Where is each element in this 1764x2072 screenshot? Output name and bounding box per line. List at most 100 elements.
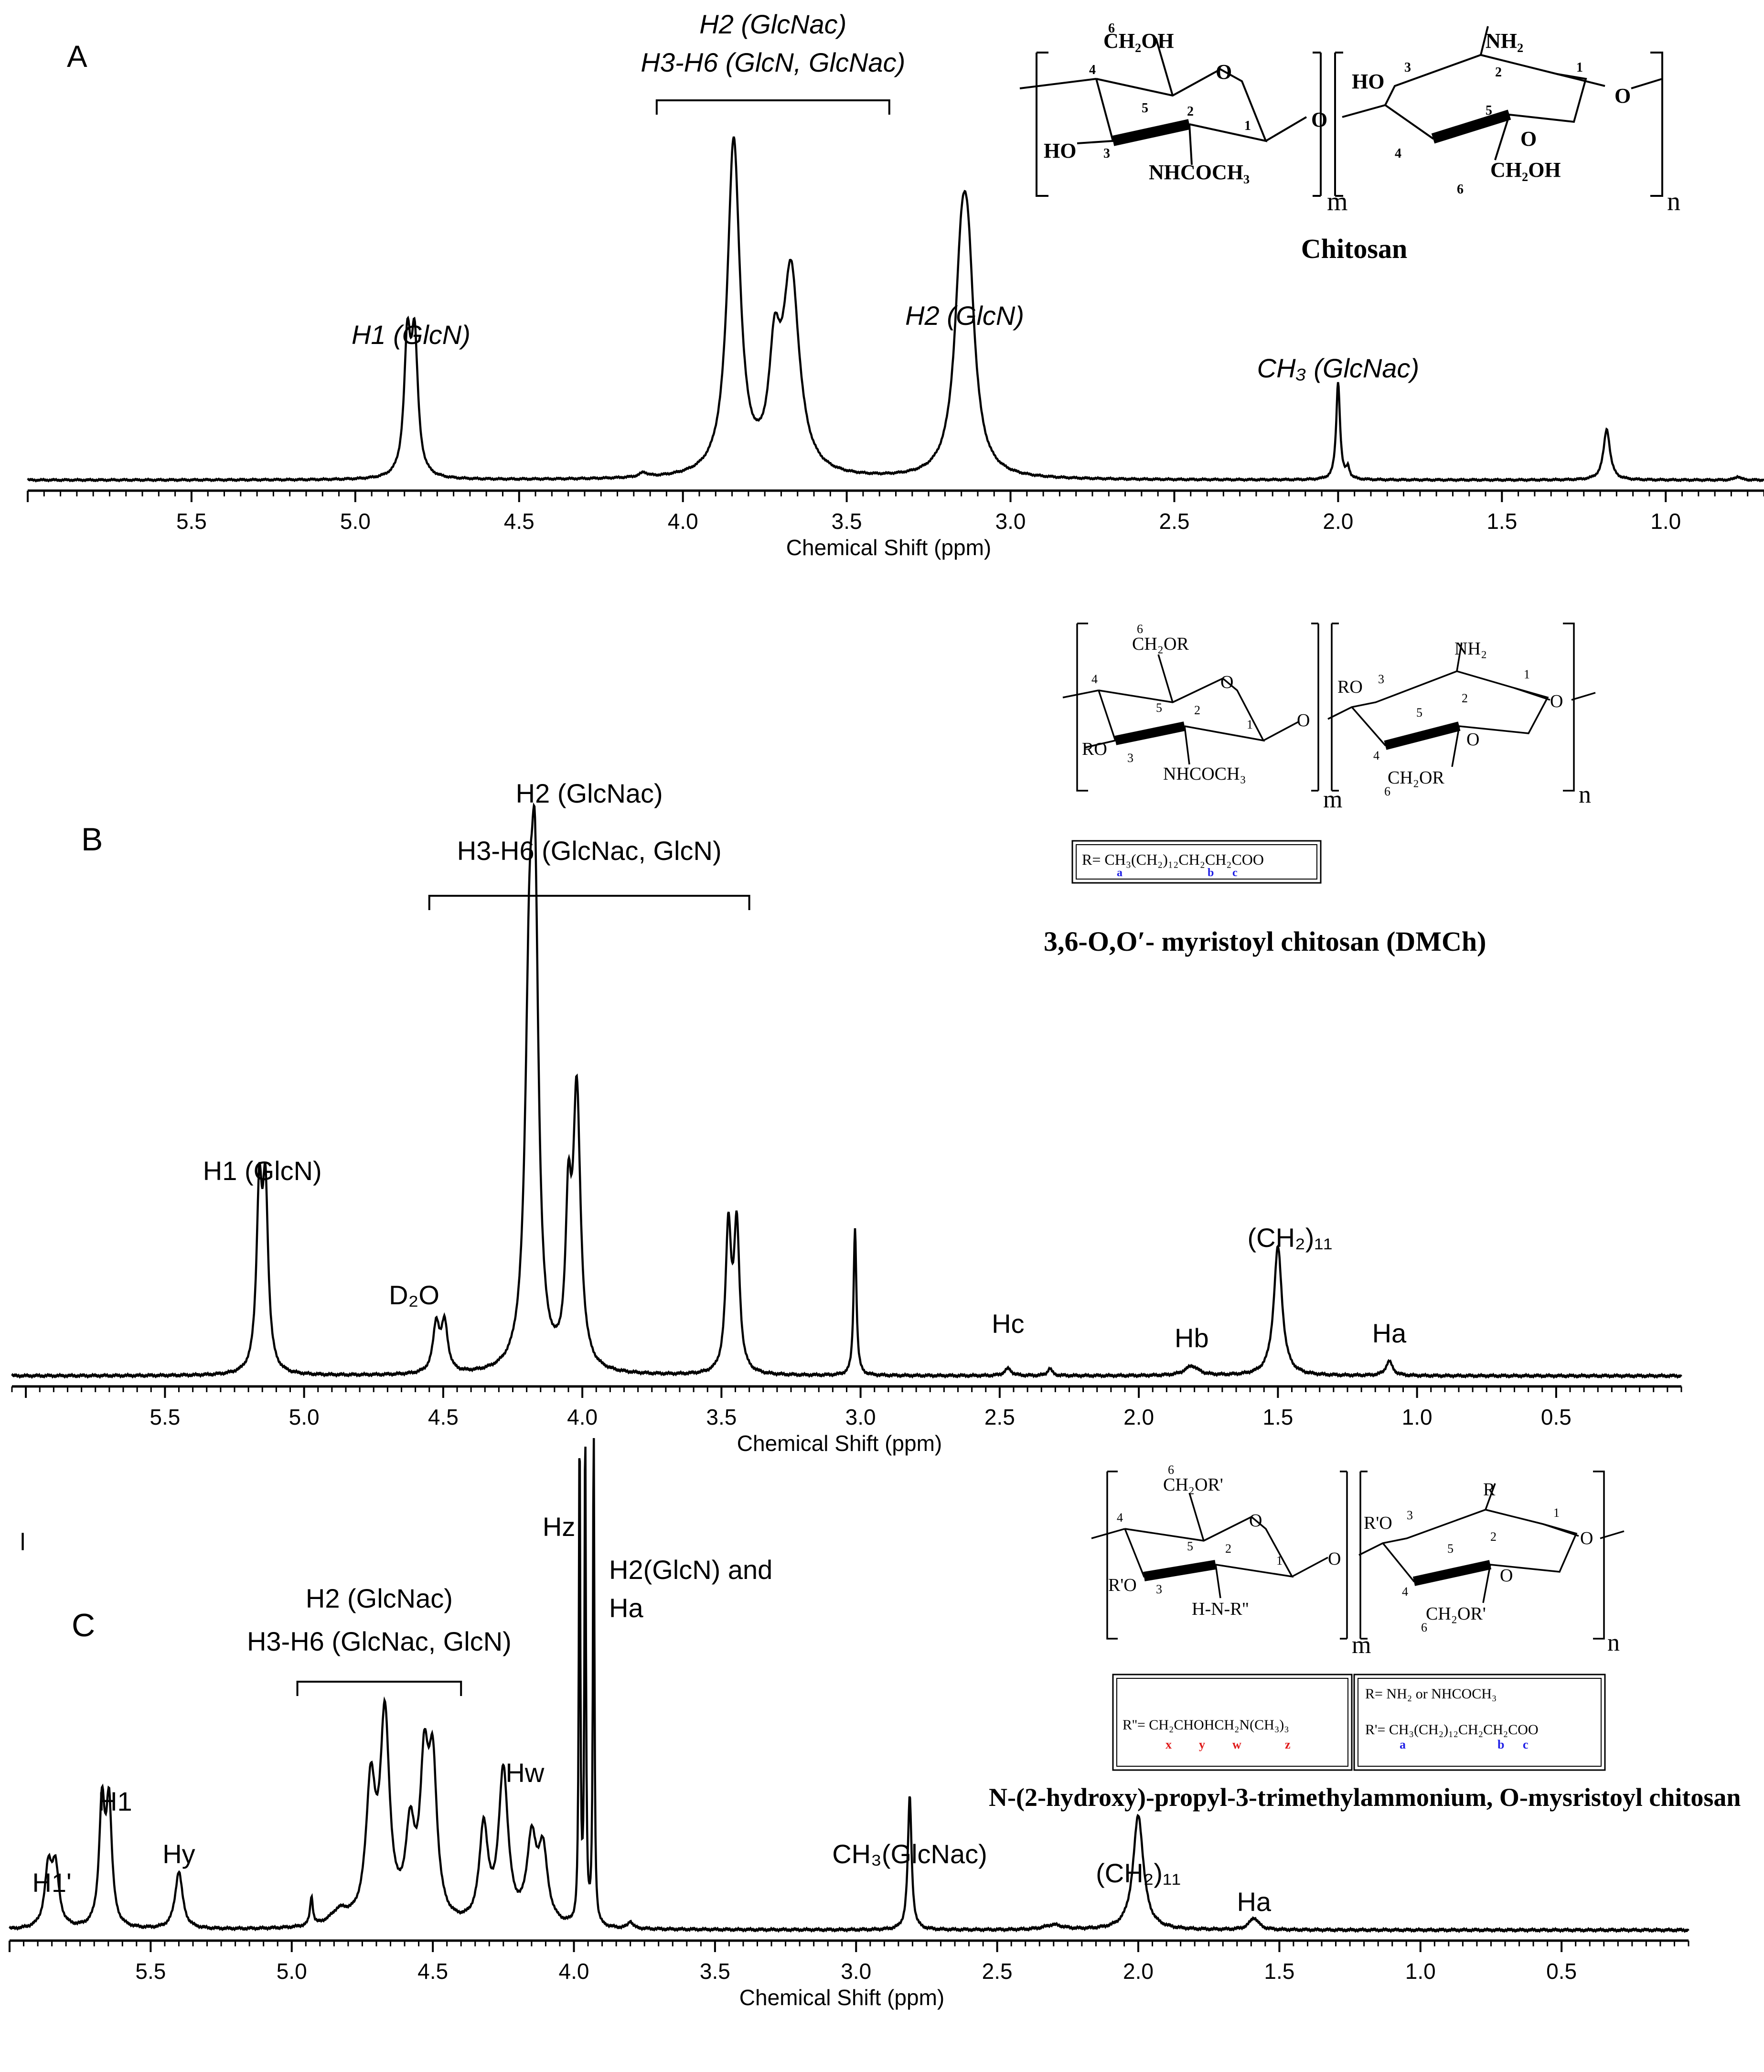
x-axis-title: Chemical Shift (ppm) [739,1985,944,2010]
peak-annotation: H1 [98,1786,132,1816]
structure-b-subscript-m: m [1323,786,1342,813]
assignment-bracket [655,99,890,115]
chitosan-structure [1019,26,1663,197]
spectrum-line-series [27,136,1764,483]
bracket-label: H3-H6 (GlcN, GlcNac) [641,47,905,77]
structure-b-r-group-box: R= CH₃(CH₂)₁₂CH₂CH₂COO a b c [1071,840,1322,884]
structure-b-nh2: NH₂ [1454,639,1487,659]
r-group-box-inner [1076,844,1317,880]
peak-annotation: Ha [1237,1887,1271,1917]
structure-c-atom-2b: 2 [1490,1530,1497,1544]
structure-b-atom-1: 1 [1247,718,1253,731]
structure-a-atom-3b: 3 [1404,60,1411,75]
x-tick-label: 4.5 [417,1959,448,1984]
structure-b-atom-6b: 6 [1384,784,1390,798]
bracket-label: H2 (GlcNac) [699,9,846,39]
r-double-prime-box-inner [1116,1678,1348,1767]
structure-a-atom-3: 3 [1103,146,1110,161]
x-tick-label: 5.0 [340,509,371,534]
bracket-label: H2 (GlcNac) [306,1583,453,1613]
structure-b-ring-o-1: O [1220,672,1233,692]
x-tick-label: 4.5 [504,509,535,534]
x-tick-label: 3.5 [700,1959,730,1984]
x-tick-label: 3.5 [706,1405,737,1429]
r-double-prime-box-outer [1112,1674,1353,1771]
structure-b-subscript-n: n [1579,781,1591,808]
structure-a-ho-right: HO [1352,70,1384,93]
x-tick-label: 4.0 [559,1959,589,1984]
structure-a-atom-1b: 1 [1576,60,1583,75]
dmch-structure [1062,623,1596,792]
x-tick-label: 3.0 [841,1959,871,1984]
x-tick-label: 1.0 [1650,509,1681,534]
structure-c-atom-4b: 4 [1402,1585,1408,1599]
peak-annotation: (CH₂)₁₁ [1248,1223,1333,1253]
structure-b-marker-a: a [1117,867,1123,879]
x-tick-label: 3.5 [832,509,862,534]
x-tick-label: 0.5 [1541,1405,1572,1429]
structure-c-atom-3b: 3 [1407,1508,1413,1522]
structure-c-terminal-o: O [1580,1528,1593,1548]
x-tick-label: 4.0 [668,509,698,534]
panel-b: 5.5 5.0 4.5 4.0 3.5 3.0 2.5 2.0 1.5 1.0 0.5 Chemica… [11,778,1682,1456]
structure-c-r-prime: R'= CH₃(CH₂)₁₂CH₂CH₂COO [1365,1722,1539,1738]
structure-c-r: R [1483,1480,1496,1500]
x-tick-label: 1.5 [1262,1405,1293,1429]
structure-a-ho-left: HO [1044,139,1076,162]
x-axis-title: Chemical Shift (ppm) [786,535,991,560]
peak-annotation: Hw [505,1758,544,1788]
structure-c-marker-b: b [1497,1738,1504,1751]
structure-c-atom-1: 1 [1276,1554,1283,1567]
panel-label: C [72,1607,95,1643]
structure-b-r-group: R= CH₃(CH₂)₁₂CH₂CH₂COO [1082,851,1264,868]
x-tick-label: 5.5 [135,1959,166,1984]
structure-c-ro-right: R'O [1364,1513,1392,1533]
x-tick-label: 2.0 [1323,509,1353,534]
structure-c-marker-c: c [1523,1738,1529,1751]
structure-a-subscript-n: n [1667,187,1680,216]
structure-b-bridge-o: O [1297,710,1310,730]
peak-annotation: Ha [1372,1318,1407,1348]
structure-c-marker-x: x [1165,1738,1172,1751]
structure-a-atom-5b: 5 [1486,103,1492,118]
structure-a-terminal-o: O [1614,84,1631,107]
panel-a: 5.5 5.0 4.5 4.0 3.5 3.0 2.5 2.0 1.5 1.0 Chemical S… [27,9,1764,560]
structure-c-bridge-o: O [1328,1549,1341,1569]
structure-b-ro-right: RO [1337,677,1363,697]
structure-c-atom-4: 4 [1117,1511,1123,1524]
x-tick-label: 5.0 [277,1959,307,1984]
structure-c-ch2or-bottom: CH₂OR' [1426,1604,1486,1624]
structure-b-atom-6: 6 [1137,622,1143,636]
structure-a-nh2: NH₂ [1486,29,1523,53]
structure-a-bridge-o: O [1311,108,1327,131]
x-tick-label: 5.5 [150,1405,180,1429]
structure-c-atom-1b: 1 [1553,1506,1560,1520]
structure-b-atom-5b: 5 [1416,706,1422,719]
structure-a-atom-2b: 2 [1495,65,1502,80]
peak-annotation: H1 (GlcN) [352,320,470,350]
structure-b-title: 3,6-O,O′- myristoyl chitosan (DMCh) [1044,926,1486,957]
x-tick-label: 1.5 [1264,1959,1294,1984]
structure-c-atom-5: 5 [1187,1539,1193,1553]
x-tick-label: 2.5 [982,1959,1013,1984]
bracket-label: H3-H6 (GlcNac, GlcN) [457,836,722,866]
structure-b-ro-left: RO [1082,739,1107,759]
h2-glcn-label: Ha [609,1593,643,1623]
panel-label: A [67,39,87,74]
structure-c-subscript-m: m [1352,1632,1371,1659]
peak-annotation: CH₃(GlcNac) [832,1839,987,1869]
structure-a-atom-4b: 4 [1395,146,1401,161]
structure-a-subscript-m: m [1327,187,1348,216]
x-tick-label: 4.5 [428,1405,459,1429]
x-tick-label: 5.0 [289,1405,320,1429]
bracket-label: H3-H6 (GlcNac, GlcN) [247,1626,512,1656]
structure-b-marker-b: b [1208,867,1214,879]
peak-annotation: Hz [543,1512,575,1542]
spectrum-line-series [11,802,1682,1379]
structure-c-r-group-boxes: R''= CH₂CHOHCH₂N(CH₃)₃ R= NH₂ or NHCOCH₃… [1112,1674,1606,1771]
structure-a-ring-o-2: O [1520,127,1537,150]
structure-b-atom-3b: 3 [1378,672,1384,686]
quaternized-chitosan-structure [1091,1471,1625,1640]
r-group-box-outer [1071,840,1322,884]
